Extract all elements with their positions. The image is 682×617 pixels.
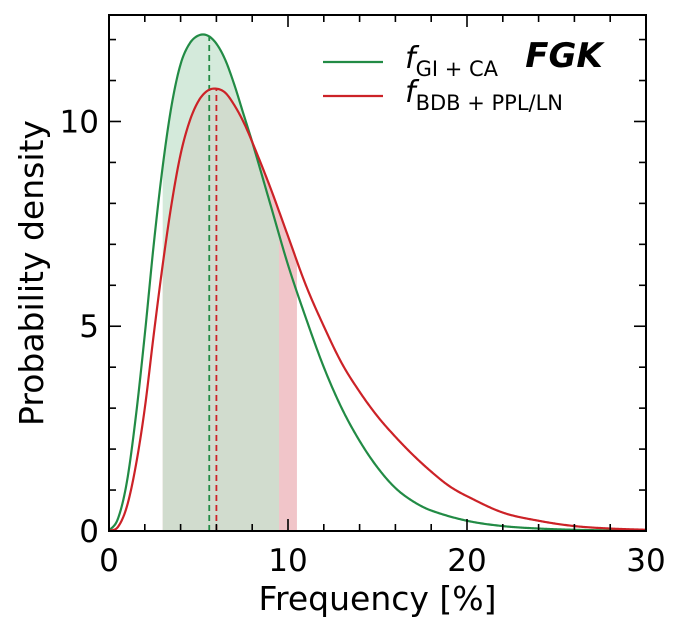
series-line-bdb-ppl-ln <box>108 87 647 533</box>
legend-label-gi-ca: fGI + CA <box>405 41 499 81</box>
y-tick-label: 0 <box>79 514 99 550</box>
interval-fill-gi-ca <box>162 34 280 531</box>
legend-label-bdb-ppl-ln: fBDB + PPL/LN <box>405 75 563 115</box>
legend: fGI + CA fBDB + PPL/LN <box>323 41 563 115</box>
panel-tag: FGK <box>525 36 605 76</box>
x-tick-label: 30 <box>626 543 665 579</box>
legend-label-gi-ca-sub: GI + CA <box>416 57 499 81</box>
x-tick-label: 0 <box>99 543 119 579</box>
x-tick-label: 10 <box>268 543 307 579</box>
x-tick-label: 20 <box>447 543 486 579</box>
legend-label-bdb-ppl-ln-sub: BDB + PPL/LN <box>416 91 563 115</box>
tick-layer: 0 10 20 30 0 5 10 <box>60 15 666 579</box>
x-axis-label: Frequency [%] <box>258 579 496 617</box>
y-tick-label: 10 <box>60 104 99 140</box>
series-line-gi-ca <box>108 33 646 532</box>
plot-frame <box>108 14 647 532</box>
line-layer <box>108 33 647 533</box>
y-tick-label: 5 <box>79 309 99 345</box>
fill-layer <box>162 34 297 531</box>
y-axis-label: Probability density <box>12 120 51 426</box>
